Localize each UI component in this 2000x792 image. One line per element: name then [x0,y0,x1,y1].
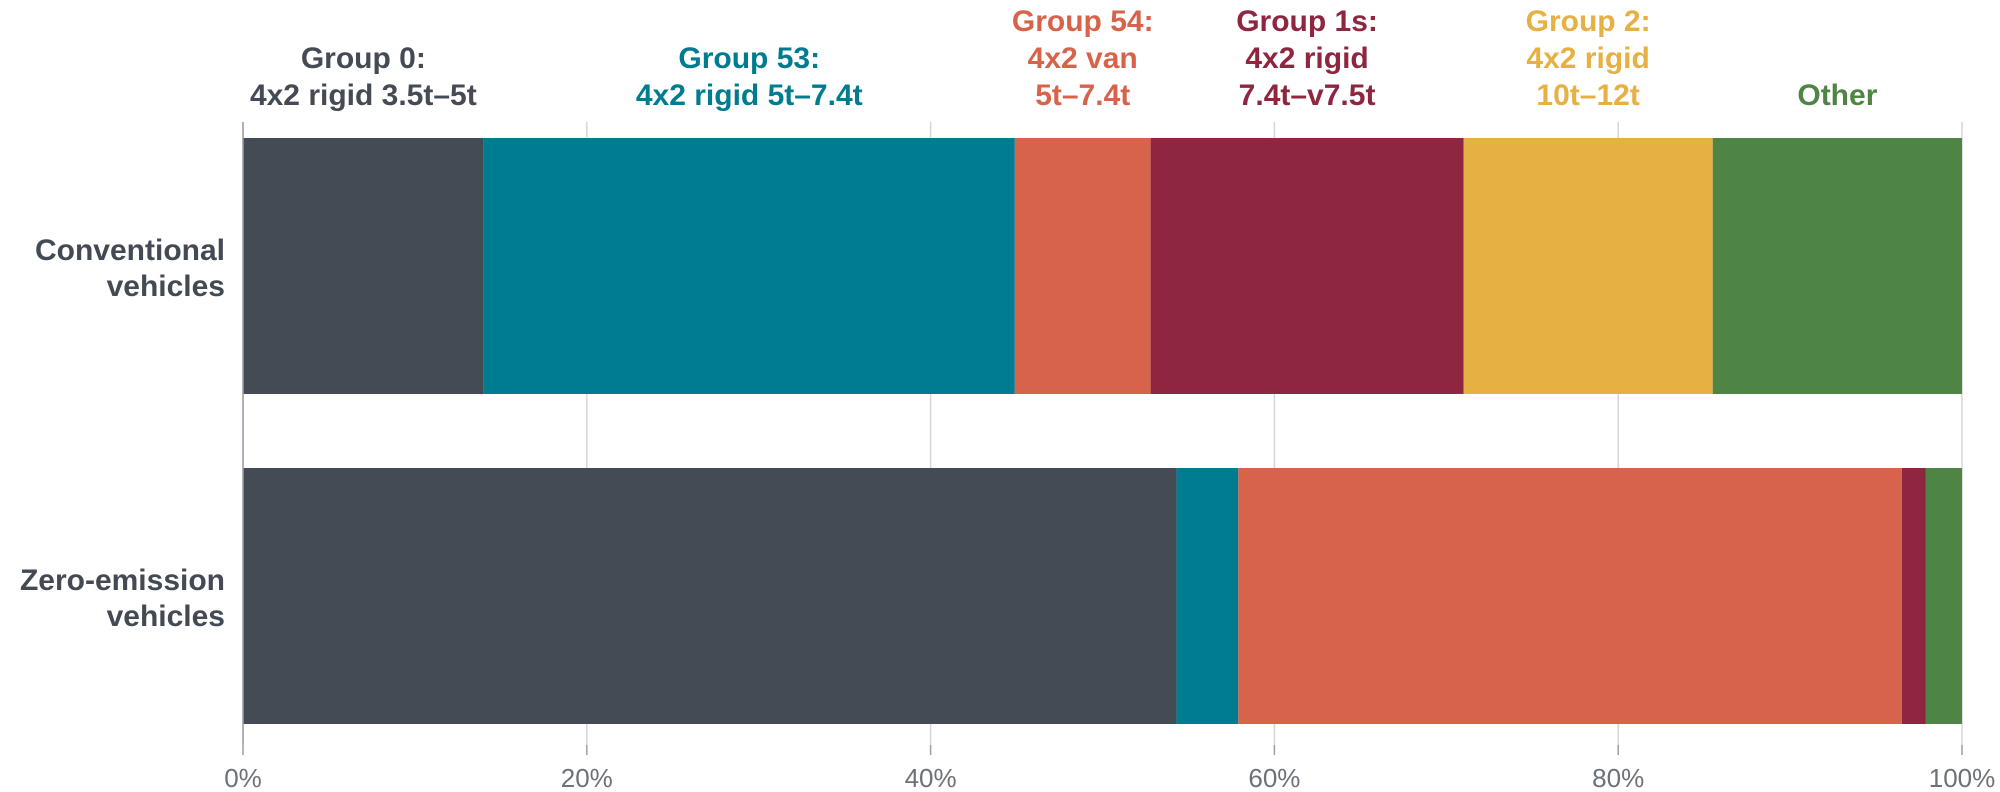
x-tick-label: 20% [561,763,613,792]
bar-segment [483,138,1015,394]
x-tick-label: 60% [1248,763,1300,792]
legend-label: Group 2: 4x2 rigid 10t–12t [1526,5,1651,112]
y-category-label: Zero-emission vehicles [20,564,225,633]
bar-segment [1238,468,1902,724]
bars [243,138,1962,724]
bar-segment [1463,138,1713,394]
x-tick-label: 100% [1929,763,1996,792]
legend-label: Group 54: 4x2 van 5t–7.4t [1012,5,1154,112]
x-axis: 0% 20% 40% 60% 80% 100% [224,745,1995,792]
y-category-label: Conventional vehicles [35,234,225,303]
legend-label: Group 0: 4x2 rigid 3.5t–5t [250,42,477,112]
bar-segment [243,138,484,394]
x-tick-label: 0% [224,763,262,792]
bar-segment [1925,468,1962,724]
legend: Group 0: 4x2 rigid 3.5t–5t Group 53: 4x2 ri… [250,5,1878,112]
bar-segment [1014,138,1151,394]
y-axis: Conventional vehicles Zero-emission vehicle… [20,122,244,745]
legend-label: Group 53: 4x2 rigid 5t–7.4t [636,42,863,112]
bar-segment [1901,468,1926,724]
legend-label: Other [1797,79,1877,112]
bar-segment [1176,468,1239,724]
x-tick-label: 80% [1592,763,1644,792]
bar-segment [243,468,1177,724]
bar-segment [1150,138,1464,394]
x-tick-label: 40% [905,763,957,792]
legend-label: Group 1s: 4x2 rigid 7.4t–v7.5t [1236,5,1378,112]
bar-segment [1712,138,1962,394]
